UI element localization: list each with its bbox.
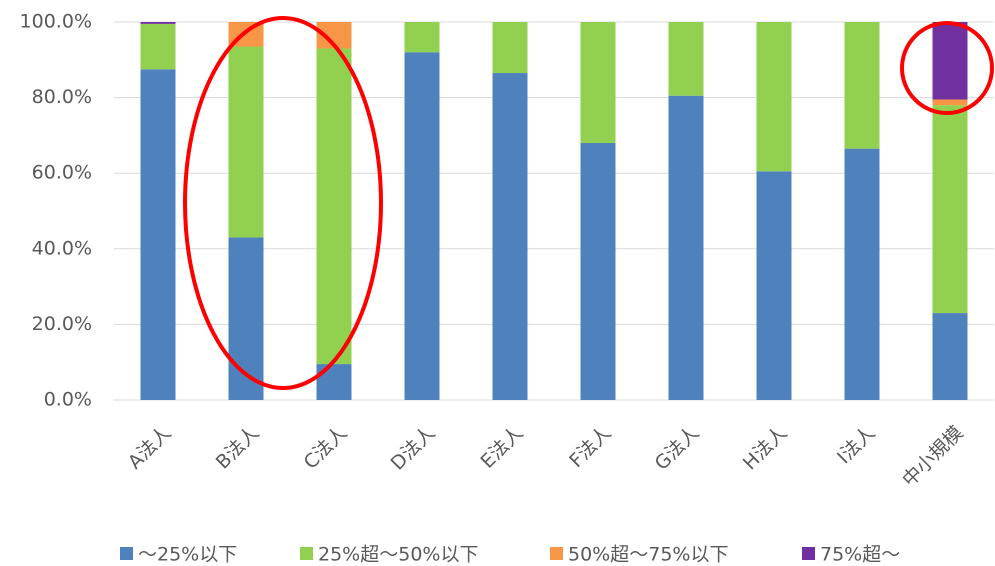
y-tick-label: 80.0%: [32, 86, 92, 108]
bar-segment: [228, 46, 264, 238]
y-tick-label: 40.0%: [32, 237, 92, 259]
x-tick-label: I法人: [833, 422, 879, 468]
legend-swatch: [802, 547, 815, 560]
legend-swatch: [120, 547, 133, 560]
highlight-ellipse: [183, 16, 383, 390]
x-tick-label: E法人: [477, 422, 528, 473]
bar-segment: [580, 142, 616, 400]
legend-label: ～25%以下: [138, 544, 237, 566]
bar-segment: [140, 23, 176, 70]
bar-segment: [140, 22, 176, 24]
bar-segment: [756, 171, 792, 400]
x-tick-label: 中小規模: [898, 422, 967, 491]
x-tick-label: C法人: [300, 422, 352, 474]
bar-segment: [404, 22, 440, 53]
y-tick-label: 0.0%: [44, 389, 92, 411]
legend-label: 25%超～50%以下: [318, 544, 478, 566]
x-tick-label: A法人: [124, 422, 176, 474]
y-tick-label: 60.0%: [32, 162, 92, 184]
y-tick-label: 20.0%: [32, 313, 92, 335]
x-tick-label: H法人: [739, 422, 792, 475]
bar-segment: [140, 69, 176, 400]
y-tick-label: 100.0%: [20, 11, 92, 33]
legend-swatch: [300, 547, 313, 560]
bar-segment: [756, 22, 792, 172]
bar-segment: [932, 313, 968, 400]
x-tick-label: F法人: [565, 422, 615, 472]
bar-segment: [844, 22, 880, 149]
bar-segment: [932, 99, 968, 106]
bar-segment: [668, 95, 704, 401]
legend-swatch: [550, 547, 563, 560]
legend-label: 75%超～: [820, 544, 900, 566]
bar-segment: [932, 105, 968, 314]
bar-segment: [844, 148, 880, 400]
bar-segment: [580, 22, 616, 143]
bar-segment: [492, 22, 528, 74]
bar-segment: [932, 22, 968, 100]
highlight-circle: [900, 21, 994, 115]
bar-segment: [404, 52, 440, 401]
x-tick-label: B法人: [212, 422, 264, 474]
x-tick-label: G法人: [651, 422, 704, 475]
legend-label: 50%超～75%以下: [568, 544, 728, 566]
bar-segment: [492, 73, 528, 400]
x-tick-label: D法人: [387, 422, 440, 475]
bar-segment: [316, 48, 352, 365]
bar-segment: [316, 364, 352, 400]
bar-segment: [668, 22, 704, 96]
